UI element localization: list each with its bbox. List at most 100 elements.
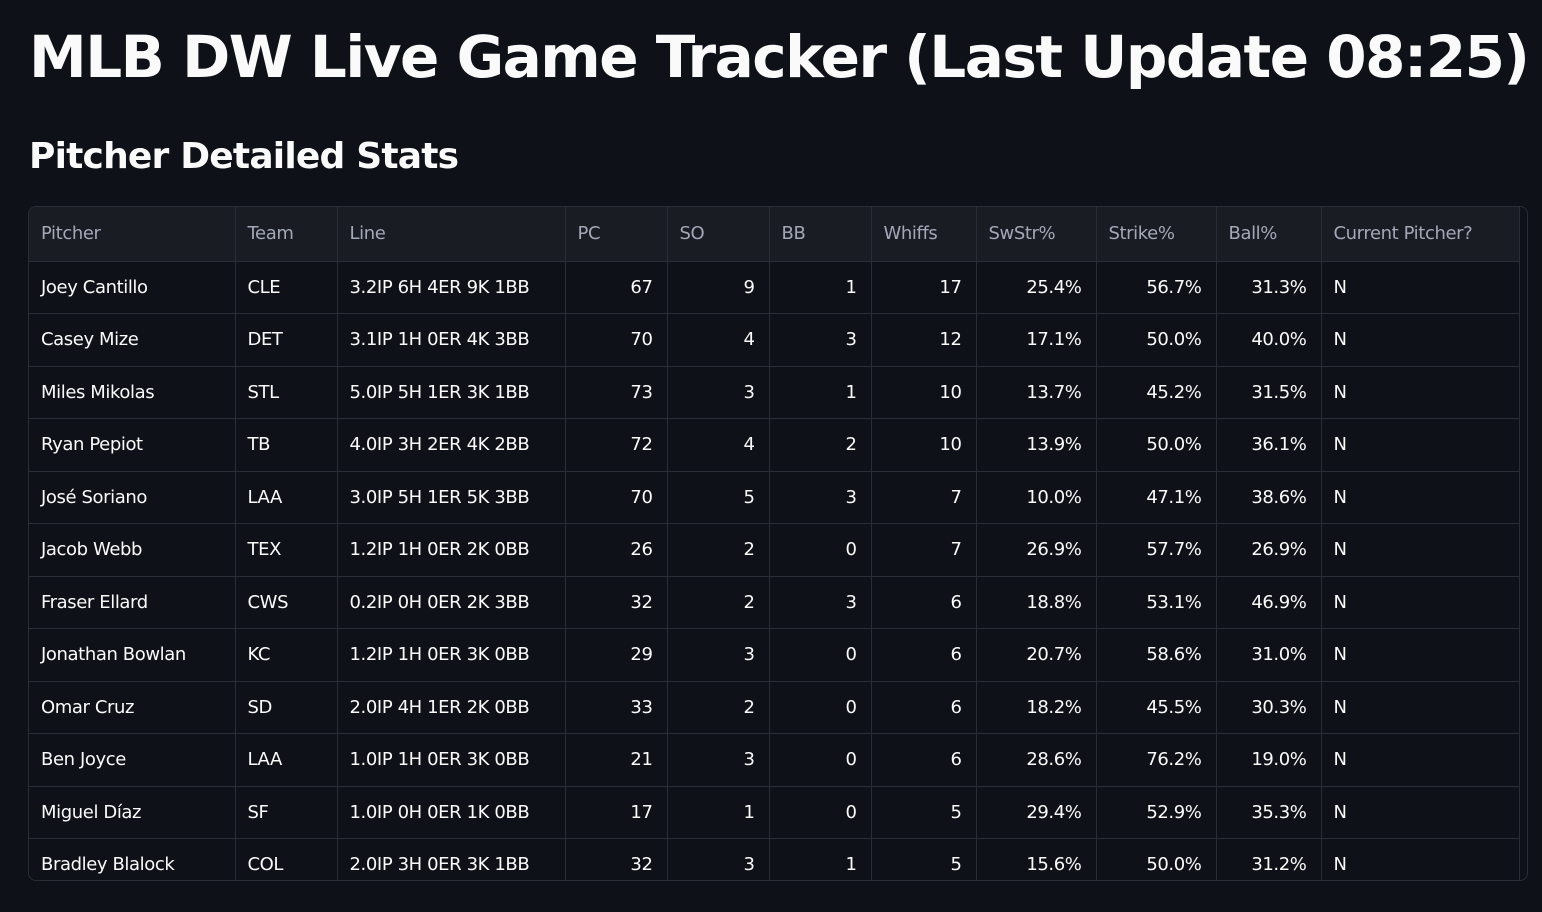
table-row[interactable]: Omar Cruz SD 2.0IP 4H 1ER 2K 0BB 33 2 0 6 18.2%…: [29, 681, 1520, 734]
cell-current-pitcher[interactable]: N: [1321, 733, 1520, 787]
cell-whiffs[interactable]: 5: [871, 786, 977, 839]
cell-current-pitcher[interactable]: N: [1321, 261, 1520, 314]
cell-bb[interactable]: 1: [769, 838, 872, 880]
cell-swstr[interactable]: 25.4%: [976, 261, 1097, 314]
cell-so[interactable]: 2: [667, 523, 770, 577]
cell-ball[interactable]: 30.3%: [1216, 681, 1322, 734]
cell-team[interactable]: SF: [235, 786, 338, 839]
cell-line[interactable]: 1.2IP 1H 0ER 2K 0BB: [337, 523, 566, 577]
cell-pc[interactable]: 70: [565, 313, 668, 367]
cell-team[interactable]: CWS: [235, 576, 338, 629]
cell-strike[interactable]: 52.9%: [1096, 786, 1217, 839]
cell-pitcher[interactable]: Fraser Ellard: [29, 576, 236, 629]
cell-current-pitcher[interactable]: N: [1321, 681, 1520, 734]
cell-pitcher[interactable]: Casey Mize: [29, 313, 236, 367]
cell-swstr[interactable]: 29.4%: [976, 786, 1097, 839]
cell-swstr[interactable]: 15.6%: [976, 838, 1097, 880]
cell-line[interactable]: 1.0IP 1H 0ER 3K 0BB: [337, 733, 566, 787]
cell-pitcher[interactable]: Jonathan Bowlan: [29, 628, 236, 682]
cell-team[interactable]: CLE: [235, 261, 338, 314]
column-header-bb[interactable]: BB: [769, 207, 872, 262]
cell-current-pitcher[interactable]: N: [1321, 786, 1520, 839]
cell-so[interactable]: 5: [667, 471, 770, 524]
cell-so[interactable]: 4: [667, 418, 770, 472]
cell-pitcher[interactable]: Ryan Pepiot: [29, 418, 236, 472]
cell-strike[interactable]: 53.1%: [1096, 576, 1217, 629]
cell-swstr[interactable]: 20.7%: [976, 628, 1097, 682]
cell-line[interactable]: 3.2IP 6H 4ER 9K 1BB: [337, 261, 566, 314]
cell-line[interactable]: 1.2IP 1H 0ER 3K 0BB: [337, 628, 566, 682]
cell-current-pitcher[interactable]: N: [1321, 576, 1520, 629]
cell-current-pitcher[interactable]: N: [1321, 313, 1520, 367]
cell-so[interactable]: 3: [667, 838, 770, 880]
table-row[interactable]: Fraser Ellard CWS 0.2IP 0H 0ER 2K 3BB 32 2 3 6…: [29, 576, 1520, 629]
column-header-whiffs[interactable]: Whiffs: [871, 207, 977, 262]
cell-team[interactable]: COL: [235, 838, 338, 880]
cell-pitcher[interactable]: José Soriano: [29, 471, 236, 524]
cell-strike[interactable]: 50.0%: [1096, 313, 1217, 367]
cell-swstr[interactable]: 13.7%: [976, 366, 1097, 419]
cell-whiffs[interactable]: 7: [871, 523, 977, 577]
cell-current-pitcher[interactable]: N: [1321, 523, 1520, 577]
cell-pitcher[interactable]: Omar Cruz: [29, 681, 236, 734]
column-header-swstr[interactable]: SwStr%: [976, 207, 1097, 262]
cell-whiffs[interactable]: 17: [871, 261, 977, 314]
cell-so[interactable]: 4: [667, 313, 770, 367]
cell-pitcher[interactable]: Bradley Blalock: [29, 838, 236, 880]
table-row[interactable]: Joey Cantillo CLE 3.2IP 6H 4ER 9K 1BB 67 9 1 1…: [29, 261, 1520, 314]
cell-line[interactable]: 1.0IP 0H 0ER 1K 0BB: [337, 786, 566, 839]
column-header-strike[interactable]: Strike%: [1096, 207, 1217, 262]
cell-strike[interactable]: 58.6%: [1096, 628, 1217, 682]
cell-so[interactable]: 3: [667, 628, 770, 682]
cell-pitcher[interactable]: Miguel Díaz: [29, 786, 236, 839]
cell-whiffs[interactable]: 12: [871, 313, 977, 367]
cell-swstr[interactable]: 28.6%: [976, 733, 1097, 787]
column-header-current-pitcher[interactable]: Current Pitcher?: [1321, 207, 1520, 262]
table-row[interactable]: José Soriano LAA 3.0IP 5H 1ER 5K 3BB 70 5 3 7 1…: [29, 471, 1520, 524]
cell-whiffs[interactable]: 5: [871, 838, 977, 880]
cell-swstr[interactable]: 17.1%: [976, 313, 1097, 367]
cell-swstr[interactable]: 18.2%: [976, 681, 1097, 734]
cell-swstr[interactable]: 18.8%: [976, 576, 1097, 629]
cell-team[interactable]: STL: [235, 366, 338, 419]
cell-strike[interactable]: 57.7%: [1096, 523, 1217, 577]
table-row[interactable]: Jacob Webb TEX 1.2IP 1H 0ER 2K 0BB 26 2 0 7 26.…: [29, 523, 1520, 577]
cell-current-pitcher[interactable]: N: [1321, 366, 1520, 419]
cell-so[interactable]: 1: [667, 786, 770, 839]
cell-whiffs[interactable]: 6: [871, 576, 977, 629]
pitcher-stats-grid[interactable]: Pitcher Team Line PC SO BB Whiffs SwStr% Strike%…: [28, 206, 1528, 881]
cell-team[interactable]: SD: [235, 681, 338, 734]
cell-pc[interactable]: 70: [565, 471, 668, 524]
column-header-pitcher[interactable]: Pitcher: [29, 207, 236, 262]
cell-pc[interactable]: 67: [565, 261, 668, 314]
cell-ball[interactable]: 19.0%: [1216, 733, 1322, 787]
cell-whiffs[interactable]: 7: [871, 471, 977, 524]
cell-pitcher[interactable]: Miles Mikolas: [29, 366, 236, 419]
cell-pc[interactable]: 32: [565, 576, 668, 629]
cell-bb[interactable]: 0: [769, 681, 872, 734]
cell-bb[interactable]: 1: [769, 366, 872, 419]
cell-team[interactable]: TB: [235, 418, 338, 472]
cell-ball[interactable]: 26.9%: [1216, 523, 1322, 577]
cell-pc[interactable]: 32: [565, 838, 668, 880]
cell-pc[interactable]: 72: [565, 418, 668, 472]
cell-pc[interactable]: 26: [565, 523, 668, 577]
cell-team[interactable]: LAA: [235, 471, 338, 524]
cell-whiffs[interactable]: 6: [871, 733, 977, 787]
cell-line[interactable]: 0.2IP 0H 0ER 2K 3BB: [337, 576, 566, 629]
table-row[interactable]: Jonathan Bowlan KC 1.2IP 1H 0ER 3K 0BB 29 3 0…: [29, 628, 1520, 682]
cell-whiffs[interactable]: 6: [871, 681, 977, 734]
cell-whiffs[interactable]: 10: [871, 418, 977, 472]
column-header-so[interactable]: SO: [667, 207, 770, 262]
cell-bb[interactable]: 3: [769, 576, 872, 629]
cell-swstr[interactable]: 26.9%: [976, 523, 1097, 577]
cell-bb[interactable]: 0: [769, 628, 872, 682]
cell-pc[interactable]: 29: [565, 628, 668, 682]
cell-team[interactable]: LAA: [235, 733, 338, 787]
cell-line[interactable]: 2.0IP 4H 1ER 2K 0BB: [337, 681, 566, 734]
table-row[interactable]: Ryan Pepiot TB 4.0IP 3H 2ER 4K 2BB 72 4 2 10 13…: [29, 418, 1520, 472]
column-header-pc[interactable]: PC: [565, 207, 668, 262]
table-row[interactable]: Casey Mize DET 3.1IP 1H 0ER 4K 3BB 70 4 3 12 17…: [29, 313, 1520, 367]
column-header-line[interactable]: Line: [337, 207, 566, 262]
cell-strike[interactable]: 56.7%: [1096, 261, 1217, 314]
